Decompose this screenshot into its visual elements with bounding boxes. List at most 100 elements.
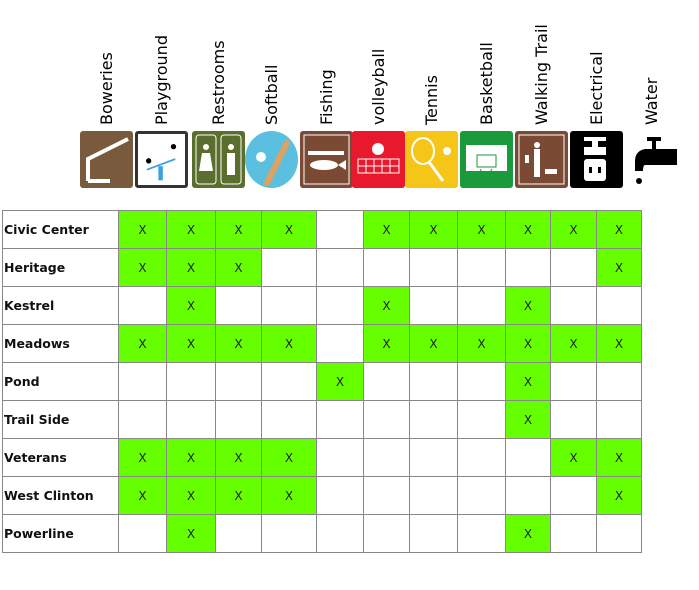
amenity-label: Fishing <box>317 69 336 125</box>
amenity-cell: X <box>596 248 642 287</box>
park-name: Trail Side <box>2 400 119 439</box>
amenity-cell: X <box>457 210 506 249</box>
amenity-cell <box>550 476 597 515</box>
amenity-cell <box>457 514 506 553</box>
amenity-cell <box>363 514 410 553</box>
amenity-cell <box>505 438 551 477</box>
table-row: Trail Side X <box>2 400 642 439</box>
amenity-cell: X <box>261 476 317 515</box>
amenity-cell <box>316 324 364 363</box>
amenity-cell <box>457 286 506 325</box>
amenity-cell: X <box>363 210 410 249</box>
fish-icon <box>300 131 353 188</box>
amenity-cell <box>550 400 597 439</box>
amenity-cell <box>550 248 597 287</box>
park-name: Civic Center <box>2 210 119 249</box>
park-name: Veterans <box>2 438 119 477</box>
amenity-cell: X <box>596 324 642 363</box>
amenity-cell: X <box>261 210 317 249</box>
amenity-cell: X <box>505 210 551 249</box>
seesaw-icon <box>135 131 188 188</box>
amenity-cell <box>363 400 410 439</box>
table-row: Veterans X X X X X X <box>2 438 642 477</box>
amenity-cell <box>215 286 262 325</box>
amenity-cell: X <box>550 210 597 249</box>
park-name: Powerline <box>2 514 119 553</box>
amenity-cell <box>363 248 410 287</box>
amenity-cell <box>550 286 597 325</box>
amenity-cell: X <box>166 476 216 515</box>
amenity-cell: X <box>316 362 364 401</box>
amenity-cell: X <box>166 324 216 363</box>
amenity-cell: X <box>363 286 410 325</box>
amenity-cell <box>457 438 506 477</box>
amenity-cell <box>409 400 458 439</box>
amenity-label: Playground <box>152 35 171 125</box>
amenity-cell <box>316 248 364 287</box>
electrical-outlet-icon <box>570 131 623 188</box>
amenity-cell <box>261 362 317 401</box>
amenity-cell <box>316 476 364 515</box>
amenity-cell <box>505 248 551 287</box>
amenity-cell <box>118 514 167 553</box>
amenity-cell: X <box>215 438 262 477</box>
amenity-cell <box>316 210 364 249</box>
water-faucet-icon <box>625 131 678 188</box>
table-row: Civic Center X X X X X X X X X X <box>2 210 642 249</box>
amenity-cell <box>166 362 216 401</box>
amenity-label: Water <box>642 77 661 125</box>
table-row: Heritage X X X X <box>2 248 642 287</box>
volleyball-net-icon <box>352 131 405 188</box>
amenity-cell <box>166 400 216 439</box>
amenity-label: Electrical <box>587 51 606 125</box>
amenity-cell: X <box>596 438 642 477</box>
park-amenities-table: Civic Center X X X X X X X X X X Heritage X X X X Kestre… <box>2 210 642 553</box>
amenity-cell: X <box>166 286 216 325</box>
amenity-cell: X <box>166 210 216 249</box>
amenity-cell: X <box>166 438 216 477</box>
amenity-cell: X <box>505 324 551 363</box>
amenity-cell: X <box>118 248 167 287</box>
amenity-cell: X <box>550 438 597 477</box>
amenity-cell: X <box>505 286 551 325</box>
amenity-cell: X <box>261 438 317 477</box>
amenity-cell: X <box>118 210 167 249</box>
table-row: Powerline X X <box>2 514 642 553</box>
restroom-icon <box>192 131 245 188</box>
amenity-cell <box>215 400 262 439</box>
walker-dog-icon <box>515 131 568 188</box>
amenity-cell <box>261 286 317 325</box>
amenity-cell: X <box>166 514 216 553</box>
table-row: West Clinton X X X X X <box>2 476 642 515</box>
amenity-cell <box>457 248 506 287</box>
amenity-cell <box>409 362 458 401</box>
amenity-label: Tennis <box>422 75 441 125</box>
park-name: Pond <box>2 362 119 401</box>
amenity-cell <box>261 248 317 287</box>
amenity-cell: X <box>409 210 458 249</box>
amenity-cell <box>261 400 317 439</box>
table-row: Pond X X <box>2 362 642 401</box>
amenity-cell <box>596 514 642 553</box>
amenity-cell: X <box>505 400 551 439</box>
amenity-cell <box>457 476 506 515</box>
amenity-cell <box>457 362 506 401</box>
amenity-cell <box>409 286 458 325</box>
amenity-cell: X <box>596 476 642 515</box>
bowery-shelter-icon <box>80 131 133 188</box>
amenity-label: Softball <box>262 64 281 125</box>
amenity-label: Boweries <box>97 52 116 125</box>
amenity-label: Basketball <box>477 42 496 125</box>
amenity-cell: X <box>363 324 410 363</box>
amenity-cell: X <box>505 514 551 553</box>
park-name: West Clinton <box>2 476 119 515</box>
amenity-label: Walking Trail <box>532 24 551 125</box>
amenity-cell <box>505 476 551 515</box>
amenity-cell <box>457 400 506 439</box>
amenity-cell <box>596 286 642 325</box>
amenity-cell <box>215 362 262 401</box>
amenity-cell <box>409 476 458 515</box>
amenity-cell <box>363 362 410 401</box>
amenity-cell: X <box>261 324 317 363</box>
amenity-cell <box>118 400 167 439</box>
